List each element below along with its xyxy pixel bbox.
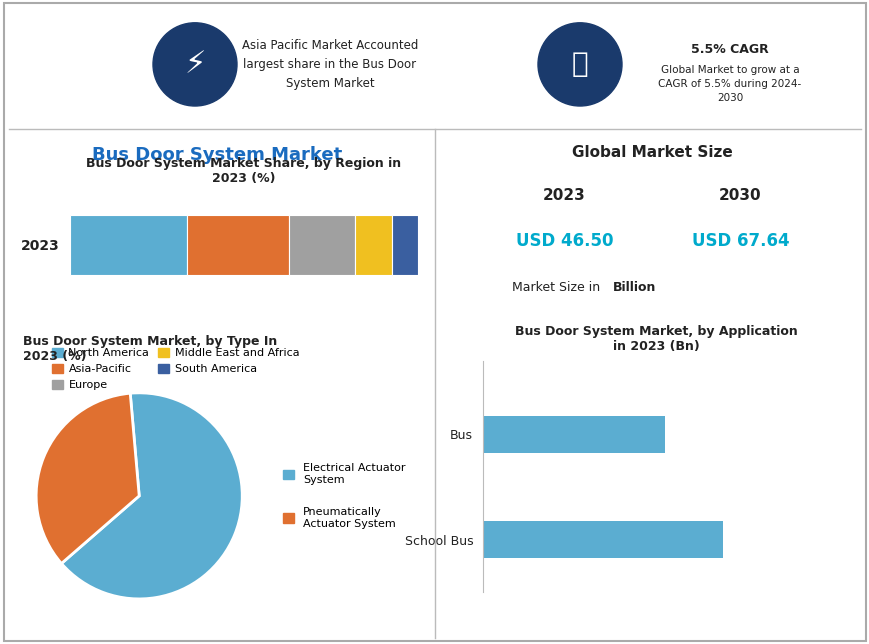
Text: 2023: 2023 [542,187,585,202]
Bar [392,214,417,275]
Text: Bus Door System Market: Bus Door System Market [92,146,342,164]
Text: USD 46.50: USD 46.50 [515,232,613,251]
Title: Bus Door System Market, by Application
in 2023 (Bn): Bus Door System Market, by Application i… [514,325,798,352]
Bar [355,214,392,275]
Title: Bus Door System Market Share, by Region in
2023 (%): Bus Door System Market Share, by Region … [86,156,401,185]
Text: ⚡: ⚡ [184,50,205,79]
Text: 🔥: 🔥 [571,50,587,79]
Text: Asia Pacific Market Accounted
largest share in the Bus Door
System Market: Asia Pacific Market Accounted largest sh… [242,39,418,90]
Wedge shape [36,393,139,564]
Legend: Electrical Actuator
System, Pneumatically
Actuator System: Electrical Actuator System, Pneumaticall… [278,459,409,533]
Legend: North America, Asia-Pacific, Europe, Middle East and Africa, South America: North America, Asia-Pacific, Europe, Mid… [47,343,303,395]
Text: 2030: 2030 [719,187,761,202]
Bar [482,522,722,558]
Text: Global Market Size: Global Market Size [572,145,732,160]
Bar [187,214,289,275]
Text: 5.5% CAGR: 5.5% CAGR [690,43,768,56]
Text: Global Market to grow at a
CAGR of 5.5% during 2024-
2030: Global Market to grow at a CAGR of 5.5% … [658,65,800,103]
Circle shape [537,23,621,106]
Bar [289,214,355,275]
Text: Bus Door System Market, by Type In
2023 (%): Bus Door System Market, by Type In 2023 … [23,335,277,363]
Bar [70,214,187,275]
Text: USD 67.64: USD 67.64 [691,232,788,251]
Text: Billion: Billion [612,281,655,294]
Circle shape [153,23,236,106]
Bar [482,416,664,453]
Wedge shape [62,393,242,599]
Text: Market Size in: Market Size in [512,281,604,294]
